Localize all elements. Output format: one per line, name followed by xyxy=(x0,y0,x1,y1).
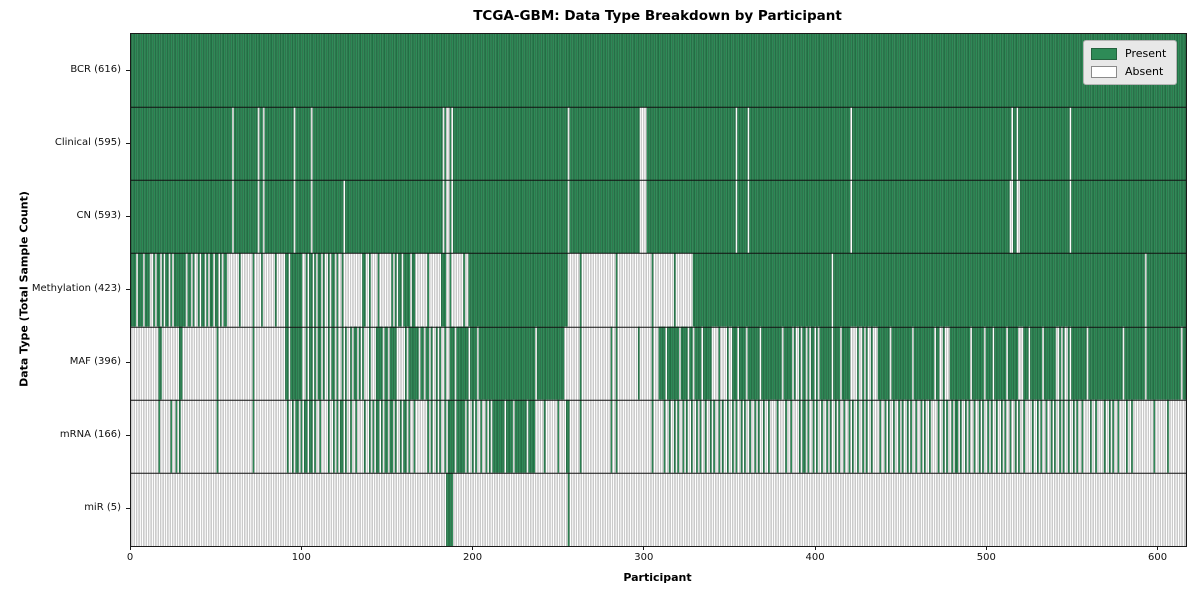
presence-matrix-canvas xyxy=(131,34,1186,546)
x-tick-mark xyxy=(814,546,816,550)
chart-title: TCGA-GBM: Data Type Breakdown by Partici… xyxy=(473,8,842,24)
absent-swatch-icon xyxy=(1091,65,1117,78)
y-tick-mark xyxy=(126,362,130,363)
y-tick-mark xyxy=(126,143,130,144)
x-tick-mark xyxy=(129,546,131,550)
legend-item-absent: Absent xyxy=(1091,65,1166,78)
x-tick-label: 400 xyxy=(805,552,825,563)
y-tick-mark xyxy=(126,289,130,290)
x-tick-mark xyxy=(472,546,474,550)
y-tick-label: mRNA (166) xyxy=(59,429,121,441)
y-tick-label: miR (5) xyxy=(84,502,121,514)
x-tick-label: 500 xyxy=(976,552,996,563)
x-tick-mark xyxy=(643,546,645,550)
x-tick-label: 200 xyxy=(462,552,483,563)
legend-label-present: Present xyxy=(1125,47,1167,60)
legend-item-present: Present xyxy=(1091,47,1166,60)
y-tick-mark xyxy=(126,70,130,71)
y-tick-mark xyxy=(126,435,130,436)
y-tick-label: Clinical (595) xyxy=(54,136,121,148)
y-tick-label: Methylation (423) xyxy=(31,283,121,294)
x-axis-title: Participant xyxy=(623,571,692,584)
x-tick-label: 300 xyxy=(634,552,654,563)
legend: Present Absent xyxy=(1083,40,1178,85)
y-tick-label: MAF (396) xyxy=(69,356,121,368)
y-tick-mark xyxy=(126,216,130,217)
x-tick-label: 100 xyxy=(291,552,311,563)
x-tick-label: 600 xyxy=(1148,552,1168,563)
legend-label-absent: Absent xyxy=(1125,65,1164,78)
plot-area xyxy=(130,33,1187,547)
y-tick-mark xyxy=(126,508,130,509)
present-swatch-icon xyxy=(1091,47,1117,60)
y-tick-label: BCR (616) xyxy=(70,63,121,75)
x-tick-mark xyxy=(985,546,987,550)
x-tick-label: 0 xyxy=(126,552,134,563)
x-tick-mark xyxy=(300,546,302,550)
y-tick-label: CN (593) xyxy=(76,209,121,221)
x-tick-mark xyxy=(1157,546,1159,550)
